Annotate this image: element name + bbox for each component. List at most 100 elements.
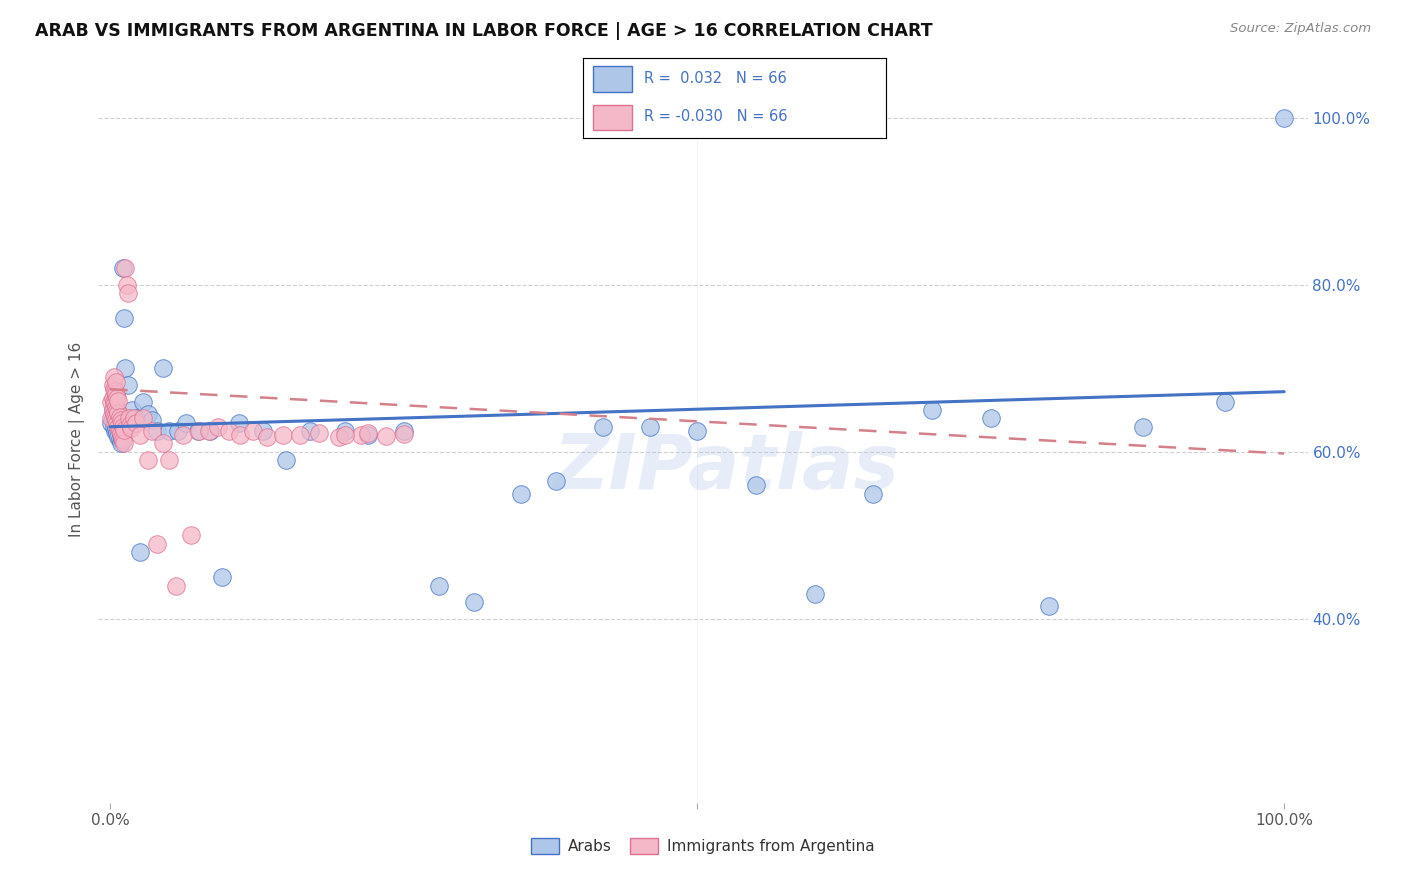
Point: [276, 453, 298, 467]
Point: [112, 433, 135, 447]
Point: [242, 424, 264, 438]
Point: [111, 432, 134, 446]
Point: [103, 394, 125, 409]
Point: [101, 378, 124, 392]
Point: [110, 426, 132, 441]
Point: [862, 486, 884, 500]
Point: [463, 595, 485, 609]
Point: [107, 419, 129, 434]
Point: [101, 411, 124, 425]
Point: [114, 260, 136, 275]
Point: [105, 421, 128, 435]
Point: [125, 416, 148, 430]
Point: [152, 361, 174, 376]
Point: [592, 419, 614, 434]
Point: [207, 419, 229, 434]
Point: [120, 418, 142, 433]
Point: [211, 570, 233, 584]
Point: [228, 416, 250, 430]
Point: [101, 403, 124, 417]
Point: [427, 578, 450, 592]
Point: [112, 419, 135, 434]
Point: [108, 423, 131, 437]
Point: [980, 411, 1002, 425]
Point: [132, 394, 155, 409]
Point: [392, 427, 415, 442]
Point: [176, 416, 198, 430]
Point: [350, 428, 373, 442]
Point: [118, 411, 141, 425]
Legend: Arabs, Immigrants from Argentina: Arabs, Immigrants from Argentina: [526, 831, 880, 861]
Point: [1132, 419, 1154, 434]
Point: [187, 424, 209, 438]
Point: [357, 426, 380, 441]
Point: [125, 411, 148, 425]
Text: R = -0.030   N = 66: R = -0.030 N = 66: [644, 110, 787, 125]
Point: [104, 401, 127, 416]
Point: [136, 407, 159, 421]
Point: [103, 419, 125, 434]
Point: [111, 430, 134, 444]
Point: [1215, 394, 1237, 409]
Point: [104, 409, 127, 424]
Point: [157, 424, 180, 438]
Point: [105, 387, 128, 401]
Text: R =  0.032   N = 66: R = 0.032 N = 66: [644, 71, 787, 86]
Point: [117, 378, 139, 392]
Point: [110, 413, 132, 427]
Point: [108, 409, 131, 424]
Point: [180, 528, 202, 542]
Bar: [592, 66, 631, 92]
Point: [103, 382, 125, 396]
Point: [107, 430, 129, 444]
Point: [108, 420, 131, 434]
Point: [112, 311, 135, 326]
Point: [104, 413, 127, 427]
Point: [122, 411, 145, 425]
Text: ZIPatlas: ZIPatlas: [554, 432, 900, 506]
Point: [103, 394, 125, 409]
Point: [107, 418, 129, 433]
Point: [146, 424, 169, 438]
Point: [104, 424, 127, 438]
Point: [745, 478, 768, 492]
Point: [104, 384, 127, 398]
Point: [328, 430, 350, 444]
Point: [112, 436, 135, 450]
Point: [271, 428, 294, 442]
Point: [803, 587, 825, 601]
Bar: [592, 104, 631, 130]
Point: [308, 426, 330, 441]
Point: [146, 537, 169, 551]
Point: [229, 428, 252, 442]
Point: [197, 424, 219, 438]
Point: [157, 453, 180, 467]
Point: [103, 407, 125, 421]
Point: [105, 400, 128, 414]
Point: [333, 424, 356, 438]
Point: [104, 396, 127, 410]
Point: [188, 424, 211, 438]
Point: [357, 428, 380, 442]
Point: [100, 394, 122, 409]
Point: [105, 391, 128, 405]
Point: [114, 361, 136, 376]
Text: Source: ZipAtlas.com: Source: ZipAtlas.com: [1230, 22, 1371, 36]
Point: [110, 425, 132, 439]
Point: [100, 411, 122, 425]
Point: [101, 403, 124, 417]
Point: [686, 424, 709, 438]
Point: [510, 486, 533, 500]
Point: [128, 545, 150, 559]
Point: [105, 403, 128, 417]
Point: [112, 423, 135, 437]
Point: [107, 393, 129, 408]
Point: [105, 413, 128, 427]
Point: [105, 399, 128, 413]
Text: ARAB VS IMMIGRANTS FROM ARGENTINA IN LABOR FORCE | AGE > 16 CORRELATION CHART: ARAB VS IMMIGRANTS FROM ARGENTINA IN LAB…: [35, 22, 932, 40]
Point: [256, 430, 278, 444]
Y-axis label: In Labor Force | Age > 16: In Labor Force | Age > 16: [69, 342, 84, 537]
Point: [298, 424, 321, 438]
Point: [115, 277, 138, 292]
Point: [108, 432, 131, 446]
